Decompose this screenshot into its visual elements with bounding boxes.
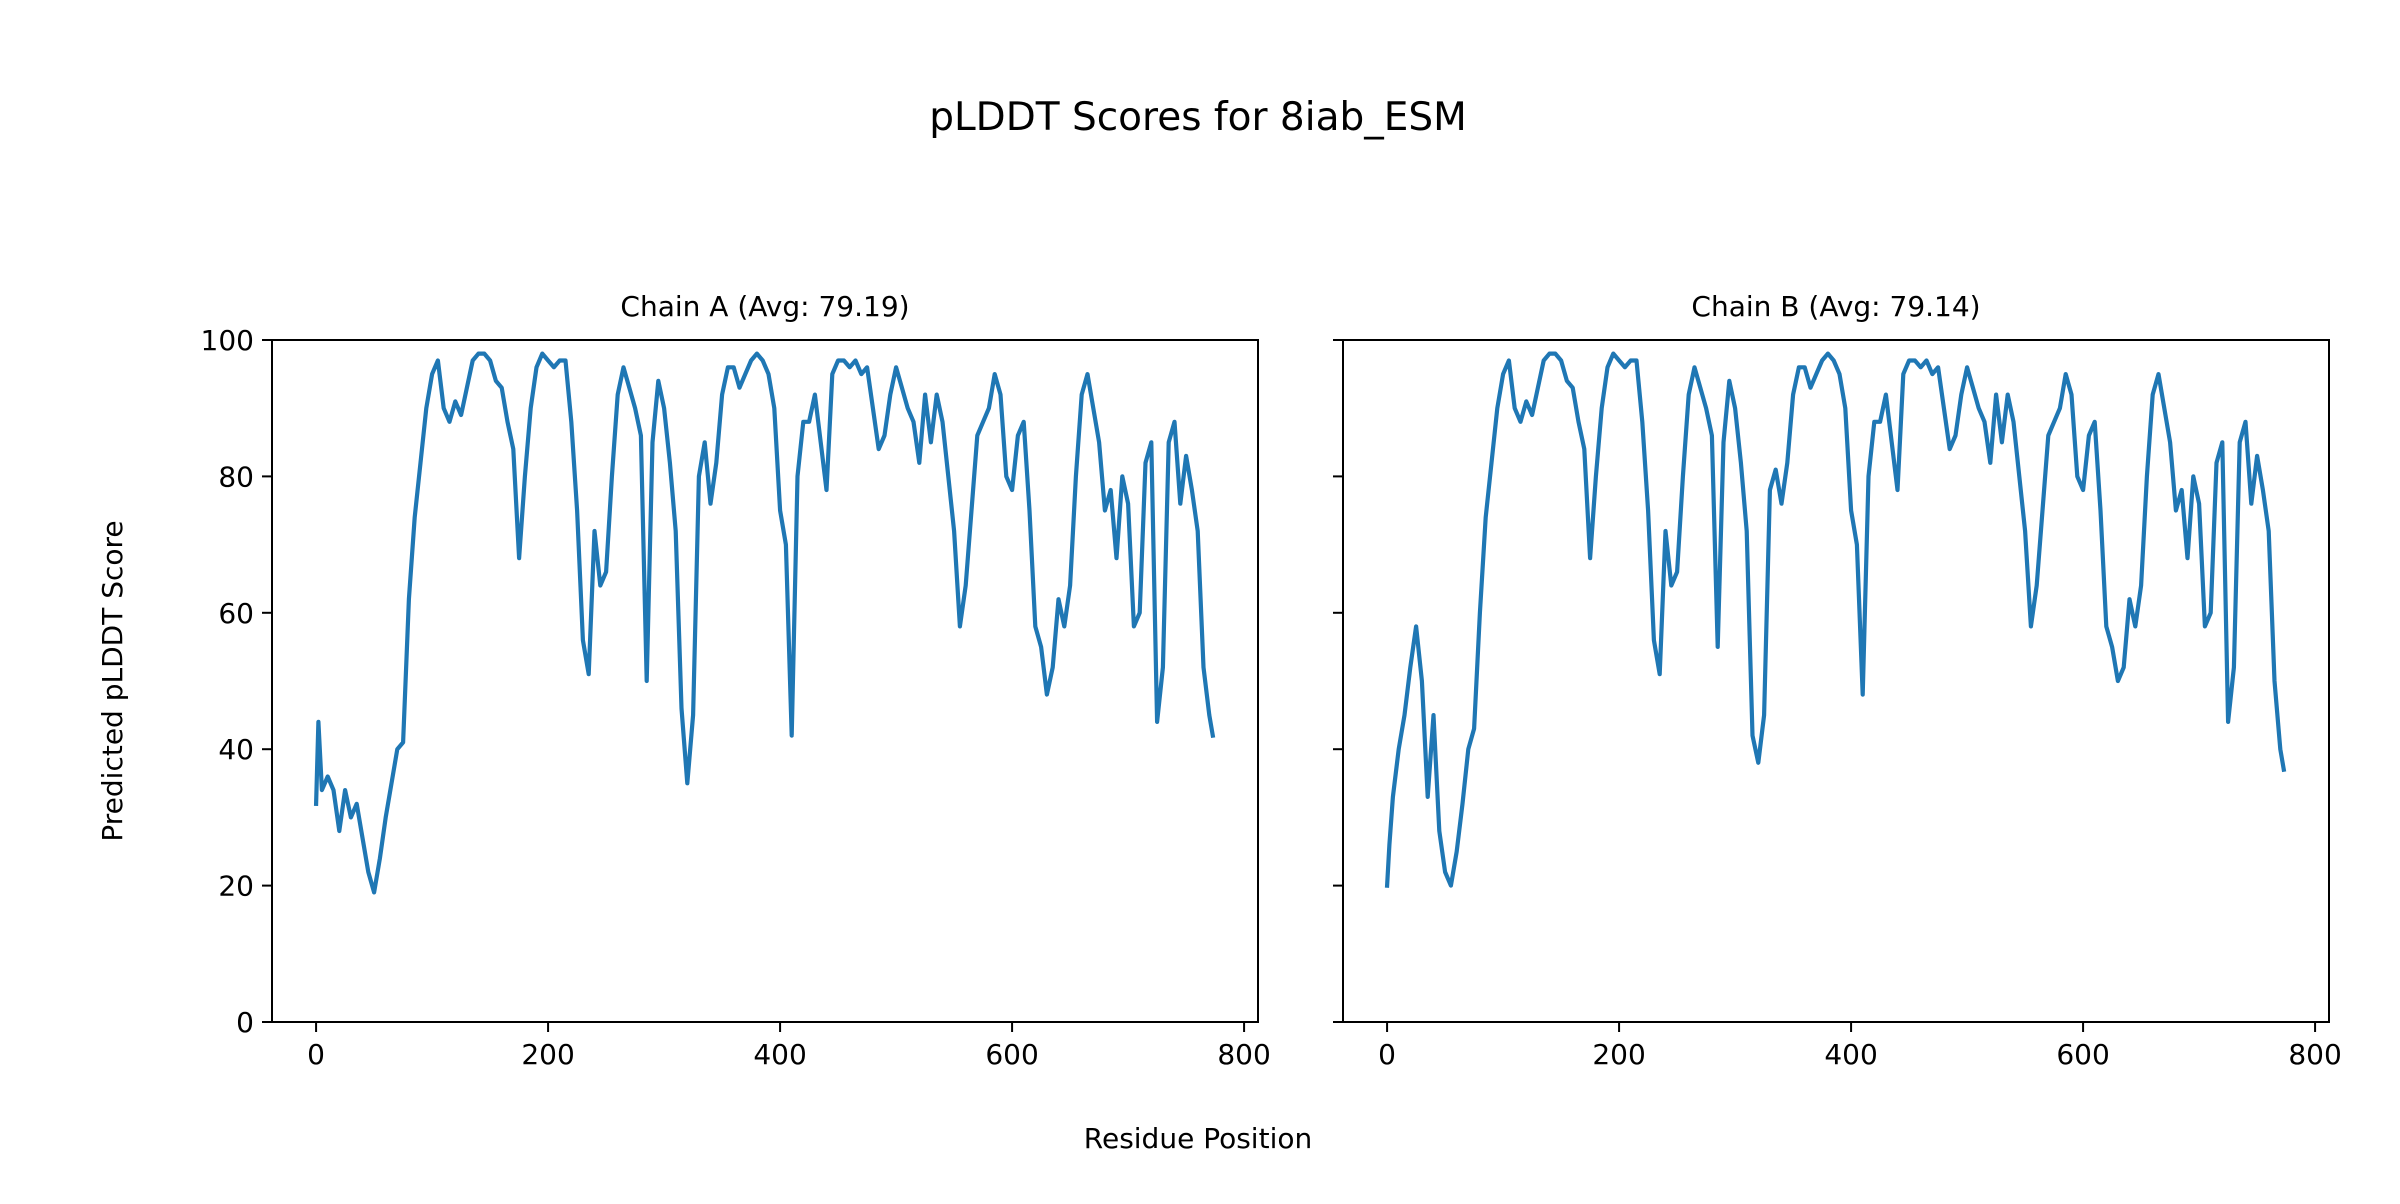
x-axis-label: Residue Position	[1084, 1122, 1312, 1155]
subplot-chain-b: Chain B (Avg: 79.14) 0 200 400 600 800	[1333, 290, 2342, 1071]
x-tick-label: 0	[307, 1038, 325, 1071]
x-tick-label: 200	[1592, 1038, 1645, 1071]
y-tick-label: 40	[218, 733, 254, 766]
y-tick-label: 100	[201, 324, 254, 357]
y-tick-label: 0	[236, 1006, 254, 1039]
subplot-chain-a: Chain A (Avg: 79.19) 0 200 400 600 800 0 20 40 60…	[201, 290, 1271, 1071]
x-tick-label: 800	[1217, 1038, 1270, 1071]
y-tick-label: 80	[218, 460, 254, 493]
subplot-title: Chain B (Avg: 79.14)	[1691, 290, 1980, 323]
y-axis-label: Predicted pLDDT Score	[96, 520, 129, 841]
x-tick-label: 200	[521, 1038, 574, 1071]
y-tick-label: 60	[218, 597, 254, 630]
figure-title: pLDDT Scores for 8iab_ESM	[929, 95, 1467, 140]
x-tick-label: 400	[1824, 1038, 1877, 1071]
plddt-series-line	[313, 351, 1216, 895]
axes-frame	[1342, 339, 2330, 1023]
plddt-series-line	[1384, 351, 2287, 888]
x-tick-label: 600	[985, 1038, 1038, 1071]
x-tick-label: 400	[753, 1038, 806, 1071]
x-tick-label: 800	[2288, 1038, 2341, 1071]
y-tick-label: 20	[218, 870, 254, 903]
x-tick-label: 0	[1378, 1038, 1396, 1071]
axes-frame	[271, 339, 1259, 1023]
x-tick-label: 600	[2056, 1038, 2109, 1071]
subplot-title: Chain A (Avg: 79.19)	[620, 290, 909, 323]
